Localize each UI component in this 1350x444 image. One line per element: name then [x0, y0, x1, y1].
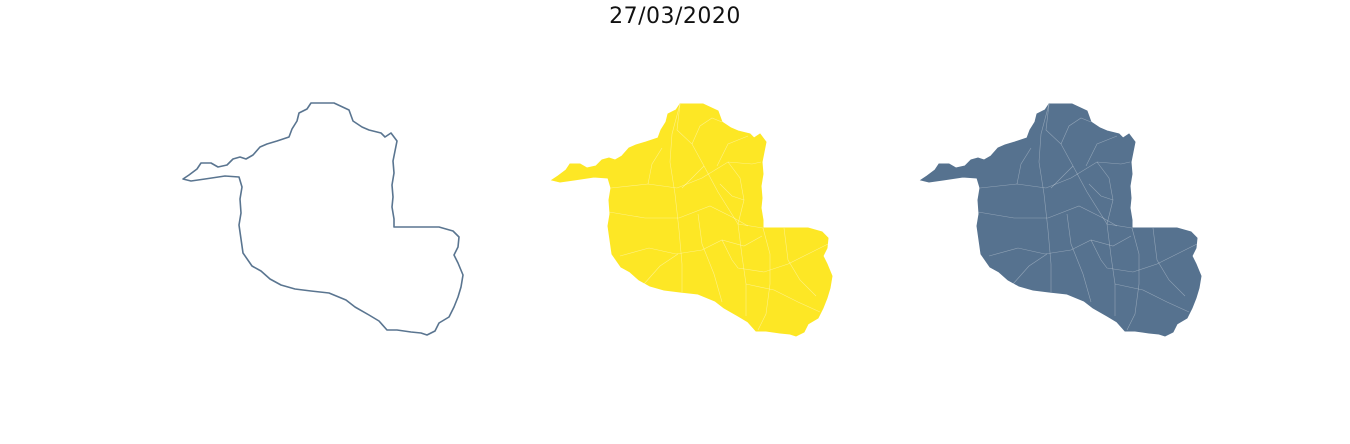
state-map-slate	[920, 103, 1202, 337]
state-fill	[920, 103, 1202, 337]
state-fill	[551, 103, 833, 337]
state-map-outline	[182, 102, 464, 336]
state-map-yellow	[551, 103, 833, 337]
state-boundary	[182, 102, 464, 336]
figure-title: 27/03/2020	[609, 4, 741, 29]
